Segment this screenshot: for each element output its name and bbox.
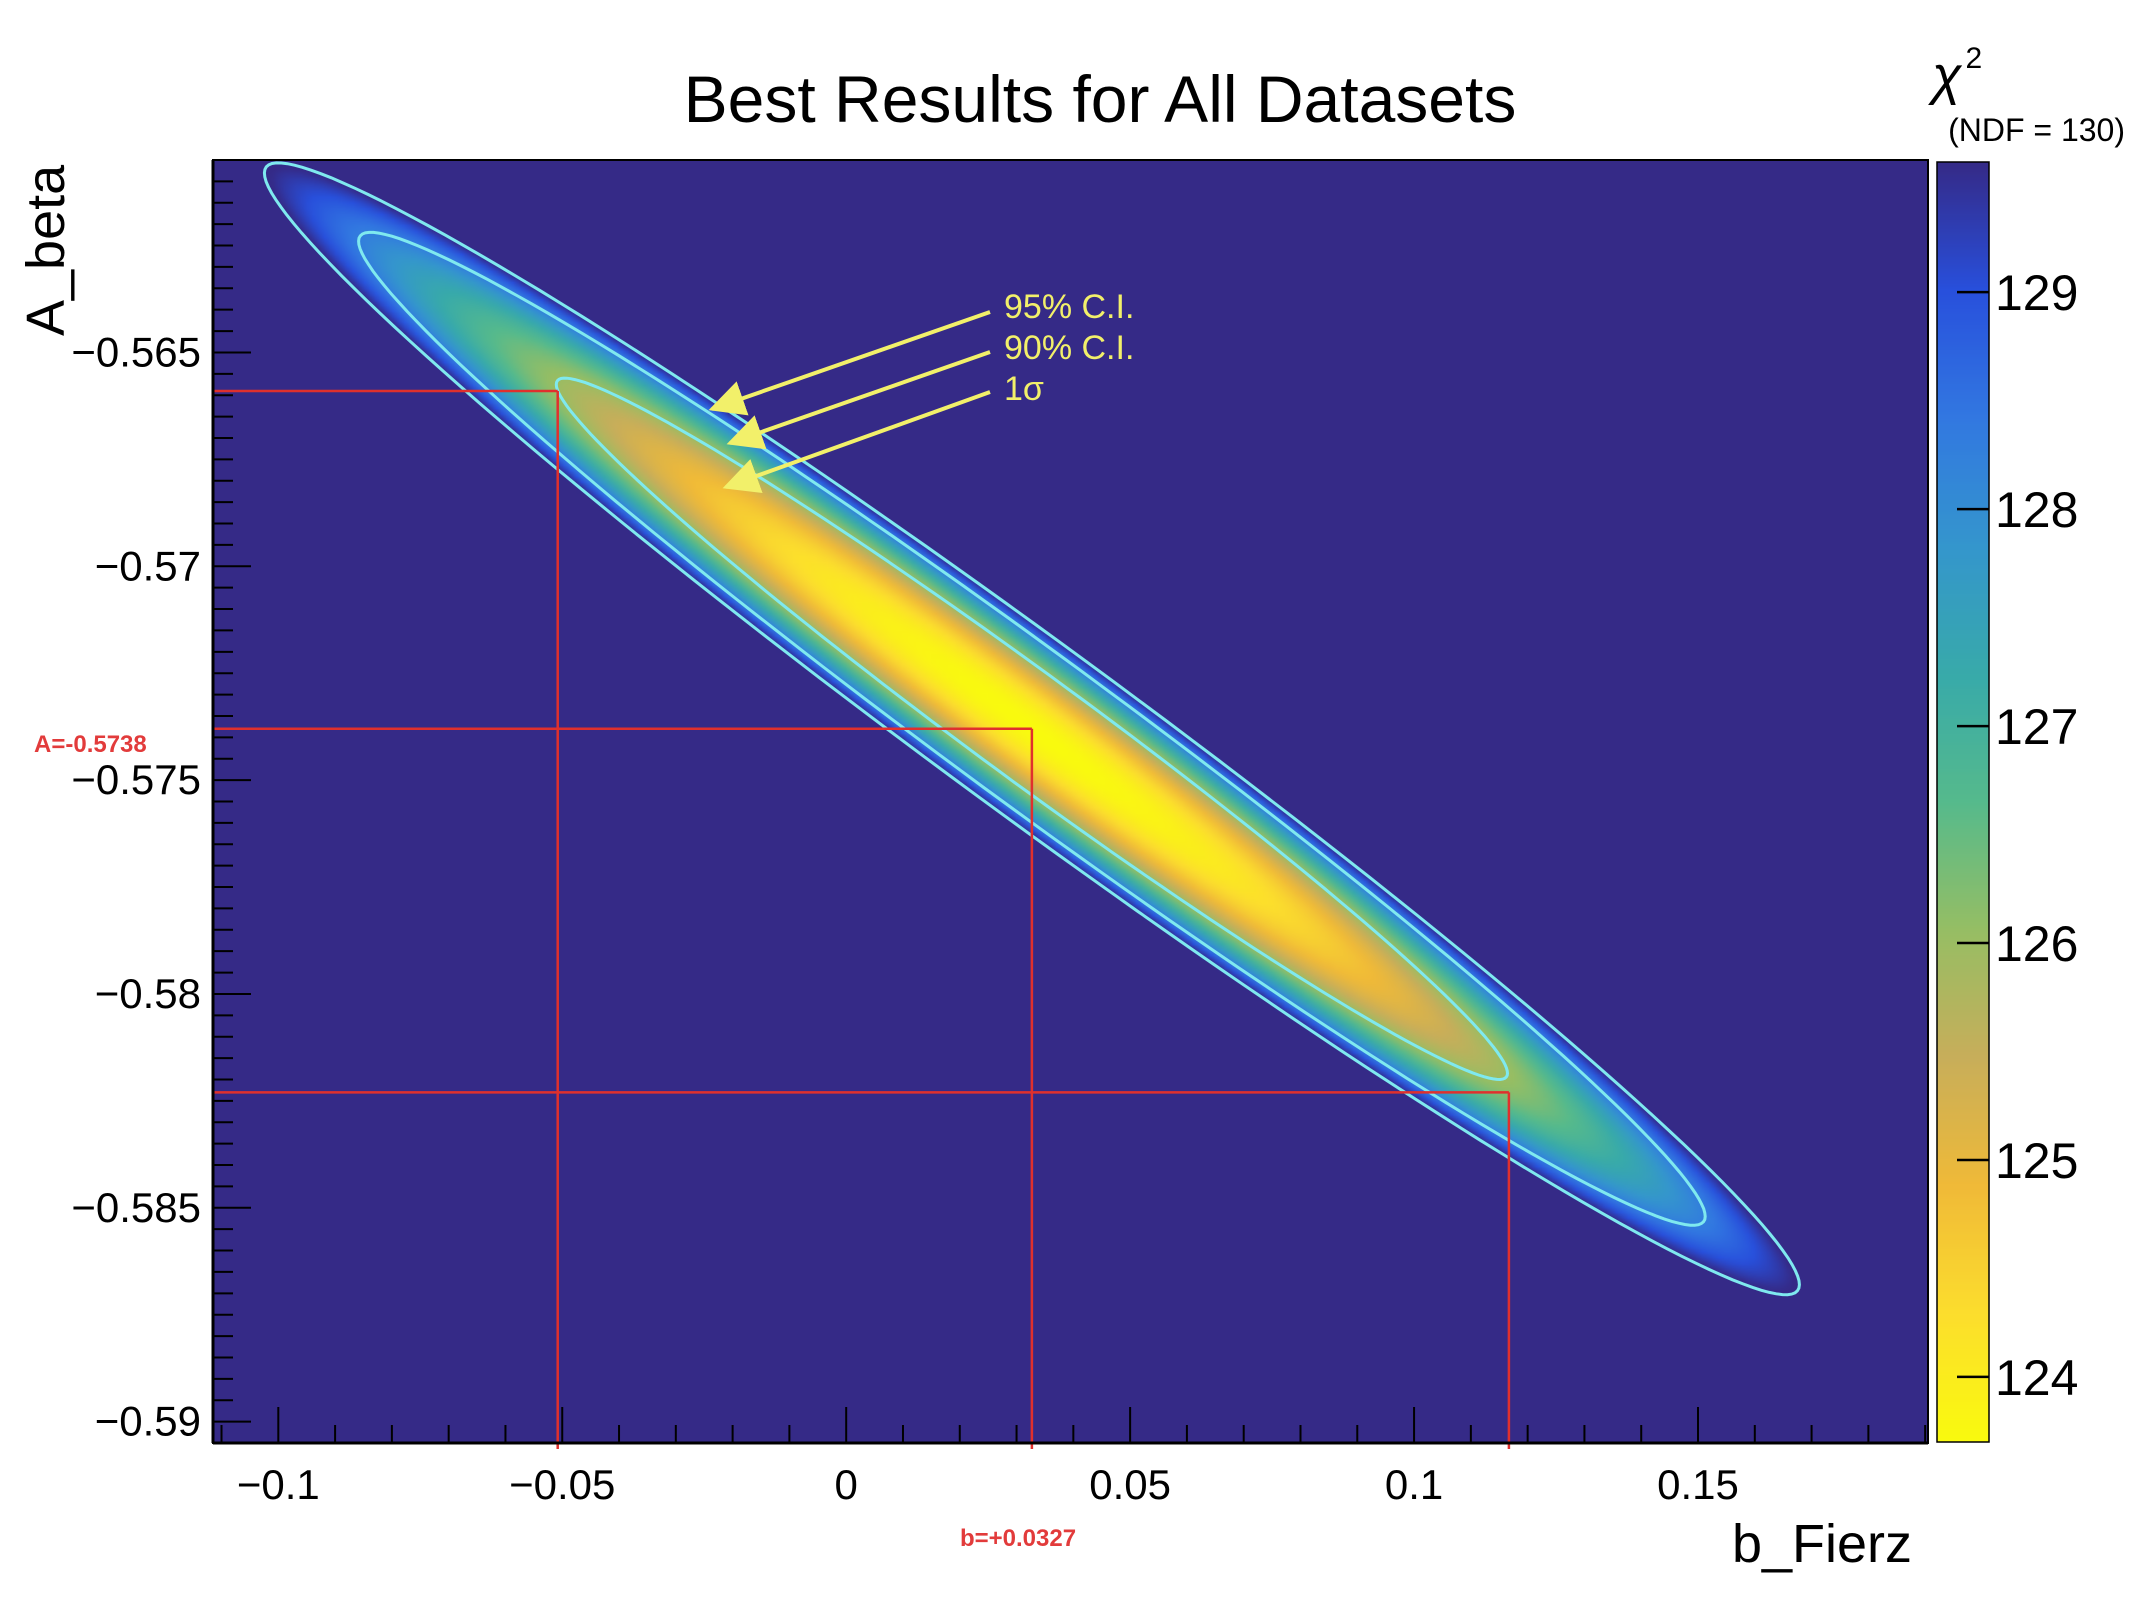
x-tick-label: 0.05 [1089,1461,1171,1508]
contour-1- [554,376,1510,1082]
y-tick-label: −0.58 [95,970,201,1017]
contour-95-c-i- [262,161,1801,1297]
x-axis-title: b_Fierz [1732,1514,1912,1574]
y-tick-label: −0.57 [95,542,201,589]
colorbar-gradient [1937,162,1989,1442]
colorbar-tick-label: 129 [1995,265,2078,321]
x-tick-label: −0.1 [237,1461,320,1508]
best-fit-lines [213,389,1511,1449]
plot-area [212,159,1929,1449]
y-axis: −0.565 −0.57 −0.575 −0.58 −0.585 −0.59 [71,159,251,1445]
arrow-ci95 [708,310,991,416]
heatmap-image [213,160,1928,1443]
colorbar-tick-label: 126 [1995,916,2078,972]
arrow-1sigma [722,390,991,493]
colorbar-tick-label: 127 [1995,699,2078,755]
y-tick-label: −0.59 [95,1398,201,1445]
x-tick-label: 0.1 [1385,1461,1443,1508]
x-tick-label: 0.15 [1657,1461,1739,1508]
arrow-ci90 [726,350,991,450]
x-tick-label: 0 [835,1461,858,1508]
y-axis-title: A_beta [16,164,76,336]
annotation-A-value: A=-0.5738 [34,731,147,758]
colorbar-tick-label: 124 [1995,1350,2078,1406]
annotation-1sigma: 1σ [1004,370,1044,408]
x-tick-label: −0.05 [509,1461,615,1508]
contours-layer [262,161,1801,1297]
colorbar-frame [1936,161,1990,1443]
annotation-b-value: b=+0.0327 [960,1525,1076,1552]
colorbar-tick-label: 125 [1995,1133,2078,1189]
chart-title: Best Results for All Datasets [684,62,1517,136]
colorbar-label-sup: 2 [1965,42,1982,75]
colorbar-label-chi: χ [1928,46,1963,106]
x-axis: −0.1 −0.05 0 0.05 0.1 0.15 [213,1407,1928,1508]
annotation-ci90: 90% C.I. [1004,329,1134,367]
annotations: 95% C.I. 90% C.I. 1σ A=-0.5738 b=+0.0327 [34,288,1134,1552]
colorbar-tick-label: 128 [1995,482,2078,538]
annotation-ci95: 95% C.I. [1004,288,1134,326]
colorbar-sublabel: (NDF = 130) [1948,112,2125,148]
y-tick-label: −0.565 [71,328,201,375]
contour-90-c-i- [357,230,1707,1227]
y-tick-label: −0.585 [71,1184,201,1231]
colorbar-ticks: 124 125 126 127 128 129 [1957,265,2078,1406]
y-tick-label: −0.575 [71,756,201,803]
